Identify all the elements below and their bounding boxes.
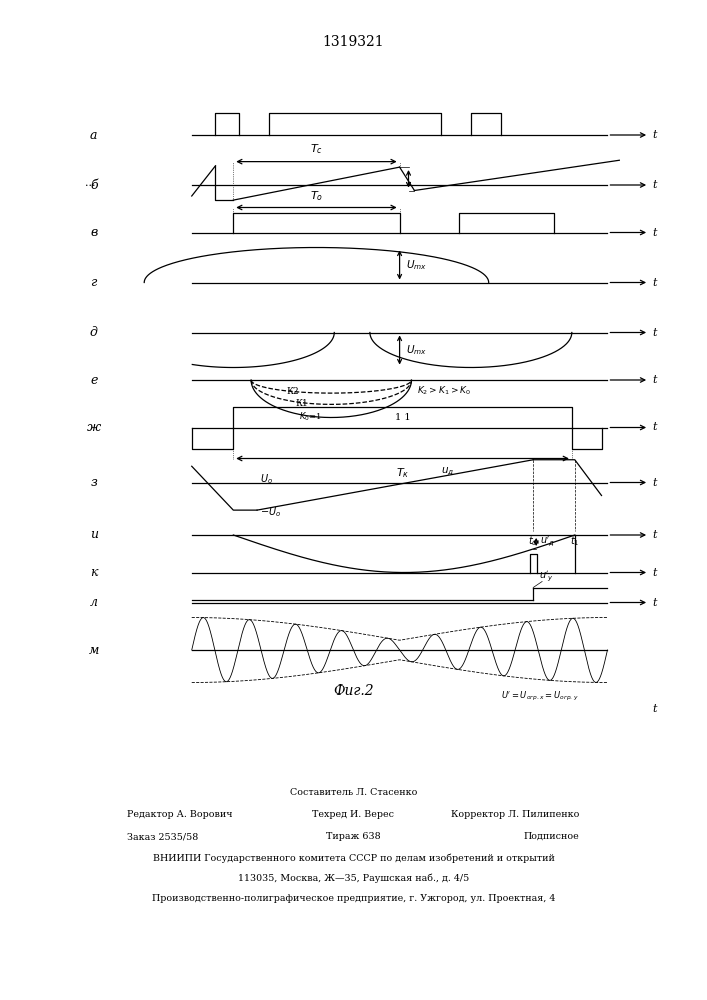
- Text: а: а: [90, 129, 98, 142]
- Text: д: д: [90, 326, 98, 339]
- Text: t: t: [652, 568, 657, 578]
- Text: г: г: [90, 276, 97, 289]
- Text: в: в: [90, 226, 98, 239]
- Text: Редактор А. Ворович: Редактор А. Ворович: [127, 810, 233, 819]
- Text: $T_o$: $T_o$: [310, 189, 323, 203]
- Text: б: б: [90, 179, 98, 192]
- Text: t: t: [652, 597, 657, 607]
- Text: $u'_y$: $u'_y$: [539, 570, 554, 584]
- Text: Производственно-полиграфическое предприятие, г. Ужгород, ул. Проектная, 4: Производственно-полиграфическое предприя…: [152, 894, 555, 903]
- Text: Тираж 638: Тираж 638: [326, 832, 381, 841]
- Text: К2: К2: [286, 387, 299, 396]
- Text: з: з: [90, 476, 97, 489]
- Text: и: и: [90, 528, 98, 542]
- Text: Подписное: Подписное: [524, 832, 580, 841]
- Text: t: t: [652, 530, 657, 540]
- Text: К1: К1: [296, 398, 308, 408]
- Text: $u'_д$: $u'_д$: [540, 535, 556, 549]
- Text: t: t: [652, 278, 657, 288]
- Text: t: t: [652, 180, 657, 190]
- Text: $U_o$: $U_o$: [260, 472, 273, 486]
- Text: $K_0$=1: $K_0$=1: [299, 410, 322, 423]
- Text: t: t: [652, 375, 657, 385]
- Text: $U'=U_{огр.х}=U_{огр.у}$: $U'=U_{огр.х}=U_{огр.у}$: [501, 690, 578, 703]
- Text: t: t: [652, 130, 657, 140]
- Text: t: t: [652, 478, 657, 488]
- Text: $T_c$: $T_c$: [310, 142, 323, 156]
- Text: $-U_o$: $-U_o$: [260, 505, 281, 519]
- Text: ...: ...: [85, 178, 95, 188]
- Text: $K_2>K_1>K_0$: $K_2>K_1>K_0$: [417, 384, 472, 397]
- Text: Фиг.2: Фиг.2: [333, 684, 374, 698]
- Text: е: е: [90, 373, 98, 386]
- Text: м: м: [88, 644, 99, 656]
- Text: Составитель Л. Стасенко: Составитель Л. Стасенко: [290, 788, 417, 797]
- Text: Техред И. Верес: Техред И. Верес: [312, 810, 395, 819]
- Text: 1319321: 1319321: [322, 35, 385, 49]
- Text: $t_1$: $t_1$: [570, 534, 580, 548]
- Text: t: t: [652, 704, 657, 714]
- Text: t: t: [652, 422, 657, 432]
- Text: $t_o$: $t_o$: [528, 534, 538, 548]
- Text: к: к: [90, 566, 98, 579]
- Text: Корректор Л. Пилипенко: Корректор Л. Пилипенко: [451, 810, 580, 819]
- Text: ВНИИПИ Государственного комитета СССР по делам изобретений и открытий: ВНИИПИ Государственного комитета СССР по…: [153, 854, 554, 863]
- Text: t: t: [652, 228, 657, 238]
- Text: $U_{mx}$: $U_{mx}$: [406, 258, 426, 272]
- Text: Заказ 2535/58: Заказ 2535/58: [127, 832, 199, 841]
- Text: 113035, Москва, Ж—35, Раушская наб., д. 4/5: 113035, Москва, Ж—35, Раушская наб., д. …: [238, 874, 469, 883]
- Text: t: t: [652, 328, 657, 338]
- Text: $u_д$: $u_д$: [441, 465, 455, 478]
- Text: ж: ж: [87, 421, 101, 434]
- Text: $T_к$: $T_к$: [396, 466, 409, 480]
- Text: л: л: [90, 596, 98, 609]
- Text: 1 1: 1 1: [395, 412, 410, 422]
- Text: $U_{mx}$: $U_{mx}$: [406, 343, 426, 357]
